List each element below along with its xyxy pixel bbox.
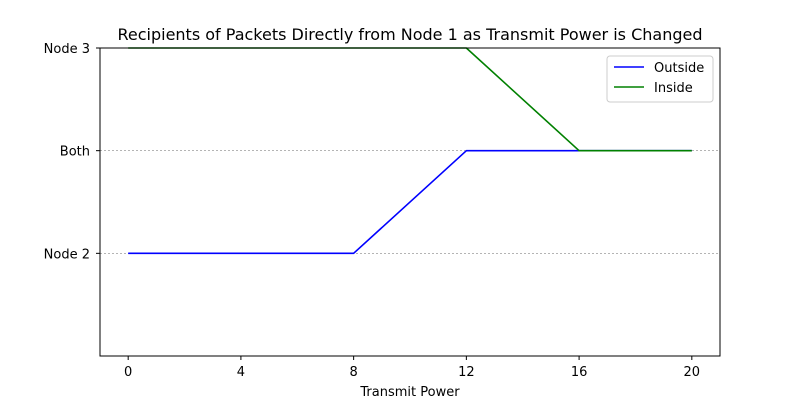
legend-label-inside: Inside bbox=[654, 81, 693, 96]
x-tick-label: 8 bbox=[349, 365, 357, 380]
y-tick-label: Node 2 bbox=[44, 247, 90, 262]
x-tick-label: 4 bbox=[237, 365, 245, 380]
y-tick-label: Node 3 bbox=[44, 42, 90, 57]
x-axis-label: Transmit Power bbox=[359, 385, 460, 400]
x-tick-label: 0 bbox=[124, 365, 132, 380]
legend-label-outside: Outside bbox=[654, 61, 704, 76]
legend: Outside Inside bbox=[606, 55, 714, 103]
plot-frame bbox=[99, 47, 721, 357]
x-tick-label: 16 bbox=[571, 365, 588, 380]
x-axis-ticks: 0 4 8 12 16 20 bbox=[124, 356, 700, 380]
y-axis-ticks: Node 2 Both Node 3 bbox=[44, 42, 100, 262]
x-tick-label: 20 bbox=[684, 365, 701, 380]
y-tick-label: Both bbox=[60, 145, 90, 160]
series-line-outside bbox=[128, 149, 692, 255]
x-tick-label: 12 bbox=[458, 365, 475, 380]
chart-title: Recipients of Packets Directly from Node… bbox=[117, 25, 702, 44]
